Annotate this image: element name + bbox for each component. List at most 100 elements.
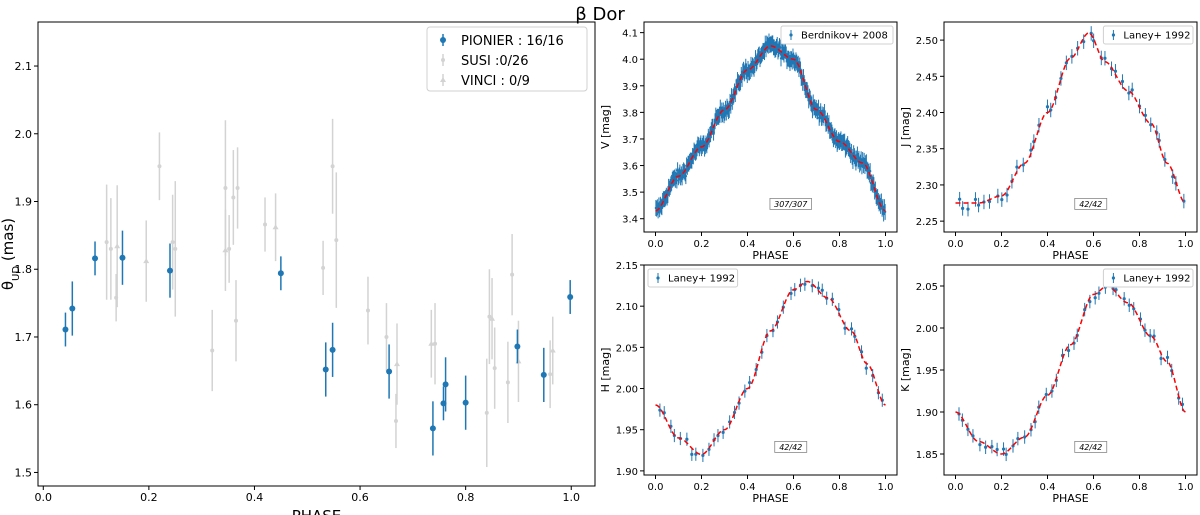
annotation-frame	[769, 197, 812, 210]
y-tick-label: 1.90	[616, 467, 638, 478]
x-tick-label: 0.2	[694, 239, 710, 250]
legend-entry: Laney+ 1992	[1123, 274, 1190, 285]
data-point	[394, 361, 401, 367]
y-tick-label: 2.35	[916, 145, 938, 156]
data-point	[978, 442, 982, 447]
data-point	[684, 174, 688, 178]
data-point	[1163, 157, 1167, 162]
x-tick-label: 0.4	[740, 239, 756, 250]
data-point	[227, 246, 232, 251]
data-point	[484, 410, 489, 415]
y-tick-label: 2.15	[616, 261, 638, 272]
legend: Berdnikov+ 2008	[780, 25, 894, 45]
data-point	[883, 210, 887, 214]
data-point	[849, 327, 854, 331]
legend-marker	[1111, 276, 1115, 280]
y-tick-label: 1.5	[15, 466, 33, 479]
annotation-label: 42/42	[1079, 443, 1102, 452]
y-tick-label: 3.6	[622, 162, 638, 173]
data-point	[690, 452, 694, 456]
x-tick-label: 0.0	[948, 482, 964, 493]
y-tick-label: 1.7	[15, 331, 33, 344]
data-point	[1001, 447, 1006, 451]
y-tick-label: 1.6	[15, 399, 33, 412]
data-point	[748, 380, 752, 385]
legend: Laney+ 1992	[1102, 268, 1194, 288]
data-point	[1000, 198, 1004, 202]
y-tick-label: 4.0	[622, 55, 638, 66]
data-point	[428, 340, 435, 346]
y-tick-label: 3.8	[622, 108, 638, 119]
data-point	[675, 179, 679, 182]
x-axis-label: PHASE	[1052, 492, 1088, 505]
data-point	[1159, 356, 1163, 361]
data-point	[1148, 334, 1152, 338]
data-point	[515, 358, 522, 364]
y-axis-label: V [mag]	[599, 105, 612, 149]
data-point	[966, 427, 970, 432]
data-point	[514, 343, 521, 350]
data-point	[1130, 88, 1134, 92]
y-tick-label: 2.30	[916, 181, 938, 192]
data-point	[1127, 91, 1131, 95]
legend-frame	[647, 268, 739, 288]
axes-frame	[943, 21, 1198, 233]
x-tick-label: 0.0	[35, 491, 53, 504]
data-point	[157, 164, 162, 169]
x-axis-label: PHASE	[1052, 249, 1088, 262]
panel-lc-J: 0.0 0.2 0.4 0.6 0.8 1.0 2.25 2.30 2.35 2.40 2.45 2.…	[899, 21, 1198, 262]
y-tick-label: 1.95	[616, 426, 638, 437]
data-point	[143, 258, 150, 264]
x-tick-label: 0.0	[648, 239, 664, 250]
legend-marker	[440, 37, 446, 43]
panel-lc-K: 0.0 0.2 0.4 0.6 0.8 1.0 1.85 1.90 1.95 2.00 2.05 PH…	[899, 264, 1198, 505]
data-point	[1103, 56, 1107, 60]
data-point	[685, 437, 689, 441]
data-point	[694, 452, 698, 456]
legend-marker	[440, 77, 446, 82]
data-point	[1127, 303, 1131, 307]
x-tick-label: 1.0	[878, 482, 894, 493]
data-point	[549, 347, 556, 353]
data-point	[386, 368, 393, 375]
data-point	[1059, 76, 1063, 81]
y-tick-label: 2.05	[916, 282, 938, 293]
fit-curve	[955, 32, 1186, 204]
data-point	[1021, 163, 1025, 167]
data-point	[958, 197, 962, 201]
data-point	[173, 246, 178, 251]
annotation-frame	[1074, 197, 1108, 210]
data-point	[119, 254, 126, 261]
legend-entry: Berdnikov+ 2008	[801, 31, 888, 42]
y-tick-label: 2.05	[616, 343, 638, 354]
data-point	[272, 224, 279, 230]
data-point	[973, 197, 978, 202]
axes-frame	[643, 264, 898, 476]
data-point	[62, 326, 69, 333]
data-point	[365, 308, 370, 313]
data-point	[433, 341, 438, 346]
y-tick-label: 4.1	[622, 29, 638, 40]
fit-curve	[655, 280, 886, 456]
data-point	[487, 314, 492, 319]
y-tick-label: 1.8	[15, 263, 33, 276]
data-point	[222, 247, 229, 253]
data-point	[864, 366, 868, 370]
legend-entry: Laney+ 1992	[668, 274, 735, 285]
fit-curve	[955, 285, 1186, 455]
data-point	[779, 46, 782, 49]
data-point	[820, 288, 824, 292]
y-tick-label: 2.1	[15, 60, 33, 73]
data-point	[69, 305, 76, 312]
y-tick-label: 3.7	[622, 135, 638, 146]
data-point	[1093, 296, 1097, 300]
y-tick-label: 3.4	[622, 215, 638, 226]
x-tick-label: 0.8	[457, 491, 475, 504]
data-point	[462, 399, 469, 406]
legend-marker	[789, 33, 793, 37]
data-point	[548, 372, 553, 377]
data-point	[330, 164, 335, 169]
x-axis-label: PHASE	[752, 249, 788, 262]
data-point	[1015, 165, 1019, 169]
annotation-label: 307/307	[774, 200, 808, 209]
